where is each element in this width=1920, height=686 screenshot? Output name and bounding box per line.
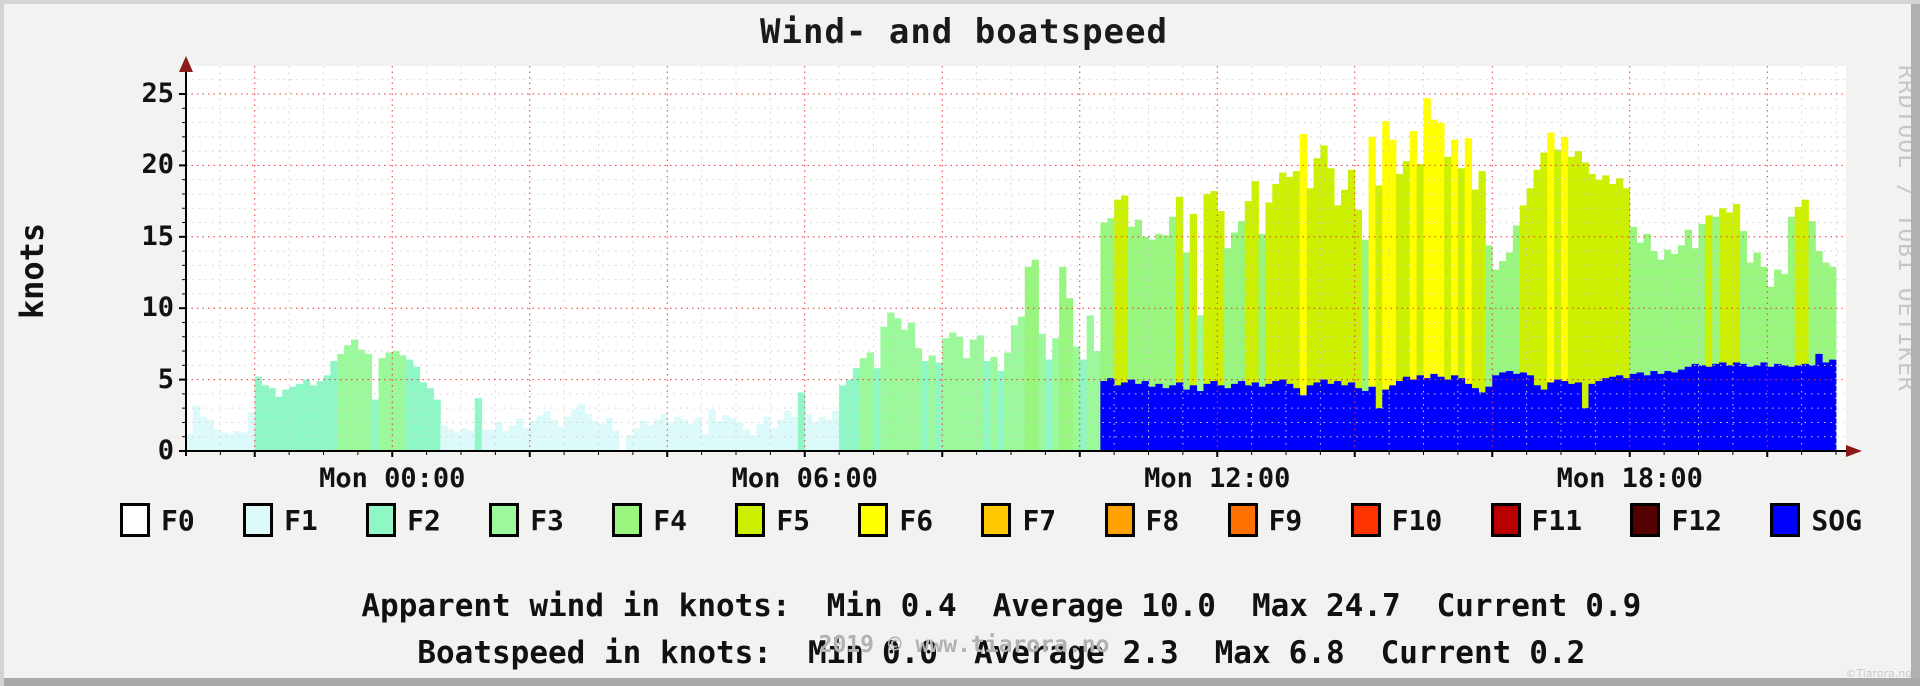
x-tick-mon-06-00: Mon 06:00 (731, 463, 878, 494)
legend-item-sog: SOG (1770, 503, 1862, 537)
legend-item-f5: F5 (735, 503, 810, 537)
legend-item-f7: F7 (981, 503, 1056, 537)
legend-label-f4: F4 (653, 503, 687, 537)
legend-swatch-f6 (858, 503, 889, 537)
legend-label-f2: F2 (407, 503, 441, 537)
legend-item-f12: F12 (1630, 503, 1722, 537)
legend-item-f1: F1 (243, 503, 318, 537)
boat-max-value: 6.8 (1288, 635, 1345, 671)
chart-title: Wind- and boatspeed (760, 12, 1168, 52)
legend-item-f6: F6 (858, 503, 933, 537)
wind-avg-label: Average (992, 588, 1124, 624)
legend-item-f3: F3 (489, 503, 564, 537)
wind-max-value: 24.7 (1325, 588, 1401, 624)
wind-stats-line: Apparent wind in knots: Min 0.4 Average 10.0… (4, 552, 1920, 660)
y-axis-label: knots (13, 222, 51, 320)
x-tick-mon-18-00: Mon 18:00 (1556, 463, 1703, 494)
legend-item-f10: F10 (1350, 503, 1443, 537)
y-tick-25: 25 (141, 78, 174, 109)
boat-min-label: Min (807, 635, 864, 671)
legend-swatch-f8 (1104, 503, 1135, 537)
x-tick-mon-00-00: Mon 00:00 (319, 463, 466, 494)
wind-max-label: Max (1251, 588, 1308, 624)
legend-label-f3: F3 (530, 503, 564, 537)
site-copyright: ©Tiarora.no (1845, 667, 1912, 680)
wind-current-label: Current (1436, 588, 1568, 624)
y-tick-20: 20 (141, 149, 174, 181)
wind-boatspeed-chart (179, 56, 1862, 457)
legend-item-f9: F9 (1227, 503, 1303, 537)
legend-swatch-f4 (612, 503, 643, 537)
y-tick-5: 5 (157, 363, 174, 395)
legend-swatch-f7 (981, 503, 1012, 537)
boat-avg-label: Average (973, 635, 1105, 671)
legend-label-f5: F5 (776, 503, 811, 537)
legend-item-f2: F2 (366, 503, 441, 537)
legend-swatch-f11 (1490, 503, 1521, 537)
legend-swatch-f3 (489, 503, 520, 537)
wind-current-value: 0.9 (1585, 588, 1642, 624)
legend-swatch-f0 (120, 503, 150, 537)
boat-current-label: Current (1380, 635, 1512, 671)
legend-swatch-sog (1770, 503, 1801, 537)
boat-avg-value: 2.3 (1122, 635, 1179, 671)
x-tick-mon-12-00: Mon 12:00 (1144, 463, 1291, 494)
boat-min-value: 0.0 (881, 635, 938, 671)
legend-item-f8: F8 (1104, 503, 1180, 537)
legend-label-sog: SOG (1811, 503, 1862, 537)
y-tick-0: 0 (157, 435, 174, 466)
wind-min-value: 0.4 (900, 588, 957, 624)
window-edge-bottom (4, 678, 1920, 686)
legend-swatch-f12 (1630, 503, 1661, 537)
legend-item-f11: F11 (1490, 503, 1583, 537)
legend-label-f1: F1 (284, 503, 318, 537)
y-tick-15: 15 (141, 220, 174, 252)
legend-label-f12: F12 (1671, 503, 1723, 537)
legend-swatch-f10 (1350, 503, 1381, 537)
boat-current-value: 0.2 (1529, 635, 1586, 671)
window-edge-right (1911, 4, 1920, 686)
footer-credit: 2019 © www.tiarora.no (818, 632, 1110, 658)
boat-max-label: Max (1214, 635, 1271, 671)
legend-label-f7: F7 (1022, 503, 1057, 537)
legend-label-f0: F0 (161, 503, 195, 537)
legend-label-f6: F6 (899, 503, 934, 537)
boat-stats-label: Boatspeed in knots: (417, 635, 772, 671)
legend-item-f4: F4 (612, 503, 687, 537)
legend-swatch-f2 (366, 503, 397, 537)
beaufort-legend: F0 F1 F2 F3 F4 F5 F6 F7 F8 F9 F10 F11 F12 SOG (120, 500, 1862, 540)
legend-swatch-f5 (735, 503, 766, 537)
legend-swatch-f9 (1227, 503, 1258, 537)
legend-label-f10: F10 (1391, 503, 1443, 537)
legend-label-f11: F11 (1531, 503, 1583, 537)
wind-stats-label: Apparent wind in knots: (361, 588, 791, 624)
legend-item-f0: F0 (120, 503, 195, 537)
legend-label-f8: F8 (1145, 503, 1180, 537)
legend-label-f9: F9 (1268, 503, 1303, 537)
y-tick-10: 10 (141, 292, 174, 324)
legend-swatch-f1 (243, 503, 274, 537)
boat-stats-line: Boatspeed in knots: Min 0.0 Average 2.3 Max 6.… (4, 599, 1920, 686)
wind-avg-value: 10.0 (1141, 588, 1216, 624)
wind-min-label: Min (826, 588, 883, 624)
